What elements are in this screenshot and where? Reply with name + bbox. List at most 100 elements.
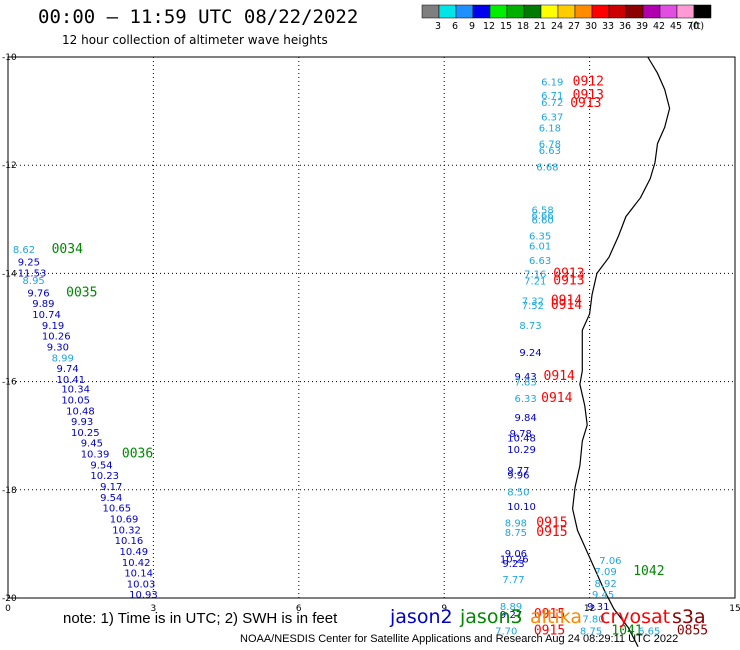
wave-height-label: 8.89 xyxy=(500,602,522,613)
wave-height-label: 10.05 xyxy=(61,395,90,406)
legend-swatch-7 xyxy=(540,4,559,19)
pass-time-label: 0913 xyxy=(553,273,584,288)
legend-label: 15 xyxy=(500,21,512,32)
y-tick-label: -10 xyxy=(2,53,17,63)
wave-height-label: 9.06 xyxy=(505,549,527,560)
pass-time-label: 0912 xyxy=(573,74,604,89)
pass-time-label: 0035 xyxy=(66,285,97,300)
pass-time-label: 1041 xyxy=(611,623,642,638)
wave-height-label: 8.75 xyxy=(580,626,602,637)
wave-height-label: 9.84 xyxy=(514,413,536,424)
wave-height-label: 10.32 xyxy=(112,525,141,536)
pass-time-label: 0034 xyxy=(52,242,83,257)
legend-label: 33 xyxy=(602,21,614,32)
wave-height-label: 10.03 xyxy=(127,579,156,590)
legend-swatch-16 xyxy=(693,4,712,19)
legend-label: 36 xyxy=(619,21,631,32)
wave-height-label: 8.75 xyxy=(505,528,527,539)
pass-time-label: 0915 xyxy=(536,525,567,540)
wave-height-label: 6.19 xyxy=(541,77,563,88)
wave-height-label: 6.58 xyxy=(531,206,553,217)
wave-height-label: 9.96 xyxy=(507,471,529,482)
pass-time-label: 0855 xyxy=(677,623,708,638)
wave-height-label: 7.80 xyxy=(582,615,604,626)
satellite-label-jason3: jason3 xyxy=(460,606,523,628)
x-tick-label: 12 xyxy=(584,604,595,614)
wave-height-label: 9.45 xyxy=(592,590,614,601)
wave-height-label: 10.23 xyxy=(90,471,119,482)
legend-unit: (ft) xyxy=(690,21,704,32)
wave-height-label: 8.50 xyxy=(507,487,529,498)
wave-height-label: 7.21 xyxy=(524,276,546,287)
wave-height-label: 6.37 xyxy=(541,113,563,124)
wave-height-label: 9.43 xyxy=(514,372,536,383)
footnote: note: 1) Time is in UTC; 2) SWH is in fe… xyxy=(63,610,338,627)
wave-height-label: 8.62 xyxy=(13,245,35,256)
legend-label: 45 xyxy=(670,21,682,32)
legend-swatch-4 xyxy=(489,4,508,19)
legend-label: 9 xyxy=(469,21,475,32)
color-legend: 3 6 9 12 15 18 21 24 27 30 33 36 39 42 45 70(ft) xyxy=(421,4,712,32)
wave-height-label: 8.99 xyxy=(52,353,74,364)
wave-height-label: 6.63 xyxy=(539,146,561,157)
x-tick-label: 0 xyxy=(5,604,11,614)
y-tick-label: -14 xyxy=(2,269,17,279)
wave-height-label: 9.93 xyxy=(71,417,93,428)
pass-time-label: 0036 xyxy=(122,447,153,462)
wave-height-label: 7.06 xyxy=(599,556,621,567)
y-tick-label: -18 xyxy=(2,486,17,496)
wave-height-label: 9.54 xyxy=(100,493,122,504)
x-tick-label: 3 xyxy=(151,604,157,614)
pass-time-label: 0913 xyxy=(553,266,584,281)
legend-swatch-2 xyxy=(455,4,474,19)
legend-swatch-1 xyxy=(438,4,457,19)
wave-height-label: 10.26 xyxy=(500,555,529,566)
legend-swatch-10 xyxy=(591,4,610,19)
wave-height-label: 7.70 xyxy=(495,626,517,637)
legend-swatch-12 xyxy=(625,4,644,19)
wave-height-label: 10.26 xyxy=(42,332,71,343)
map-grid: 0 3 6 9 12 15 -10 -12 -14 -16 -18 -20 xyxy=(2,53,740,614)
wave-height-label: 9.19 xyxy=(42,321,64,332)
legend-swatch-5 xyxy=(506,4,525,19)
legend-swatch-11 xyxy=(608,4,627,19)
y-tick-label: -20 xyxy=(2,594,17,604)
legend-label: 3 xyxy=(435,21,441,32)
legend-label: 39 xyxy=(636,21,648,32)
page-title: 00:00 – 11:59 UTC 08/22/2022 xyxy=(38,6,359,28)
map-frame xyxy=(7,56,736,599)
wave-height-label: 7.16 xyxy=(524,269,546,280)
pass-time-label: 0913 xyxy=(573,88,604,103)
wave-height-label: 9.76 xyxy=(27,288,49,299)
wave-height-label: 6.78 xyxy=(539,140,561,151)
wave-height-label: 9.17 xyxy=(100,482,122,493)
wave-height-label: 9.24 xyxy=(519,348,541,359)
satellite-label-altika: altika xyxy=(530,606,582,628)
legend-swatch-3 xyxy=(472,4,491,19)
wave-height-label: 10.34 xyxy=(61,385,90,396)
wave-height-label: 9.25 xyxy=(18,257,40,268)
wave-height-label: 9.77 xyxy=(507,466,529,477)
x-tick-label: 6 xyxy=(296,604,302,614)
pass-time-label: 0914 xyxy=(544,369,575,384)
wave-height-label: 10.42 xyxy=(122,558,151,569)
wave-height-label: 9.23 xyxy=(502,559,524,570)
wave-height-label: 10.29 xyxy=(507,445,536,456)
pass-time-label: 0915 xyxy=(536,515,567,530)
wave-height-label: 8.98 xyxy=(505,518,527,529)
legend-swatch-13 xyxy=(642,4,661,19)
wave-height-label: 7.77 xyxy=(502,575,524,586)
y-tick-label: -16 xyxy=(2,378,17,388)
satellite-label-cryosat: cryosat xyxy=(600,606,671,628)
wave-height-label: 6.68 xyxy=(536,162,558,173)
coastline xyxy=(571,56,671,647)
wave-height-label: 9.27 xyxy=(500,610,522,621)
pass-time-label: 0915 xyxy=(534,623,565,638)
wave-height-label: 6.66 xyxy=(531,211,553,222)
credit-line: NOAA/NESDIS Center for Satellite Applica… xyxy=(240,633,679,645)
wave-height-label: 6.72 xyxy=(541,98,563,109)
wave-height-label: 6.63 xyxy=(529,256,551,267)
legend-label: 30 xyxy=(585,21,597,32)
